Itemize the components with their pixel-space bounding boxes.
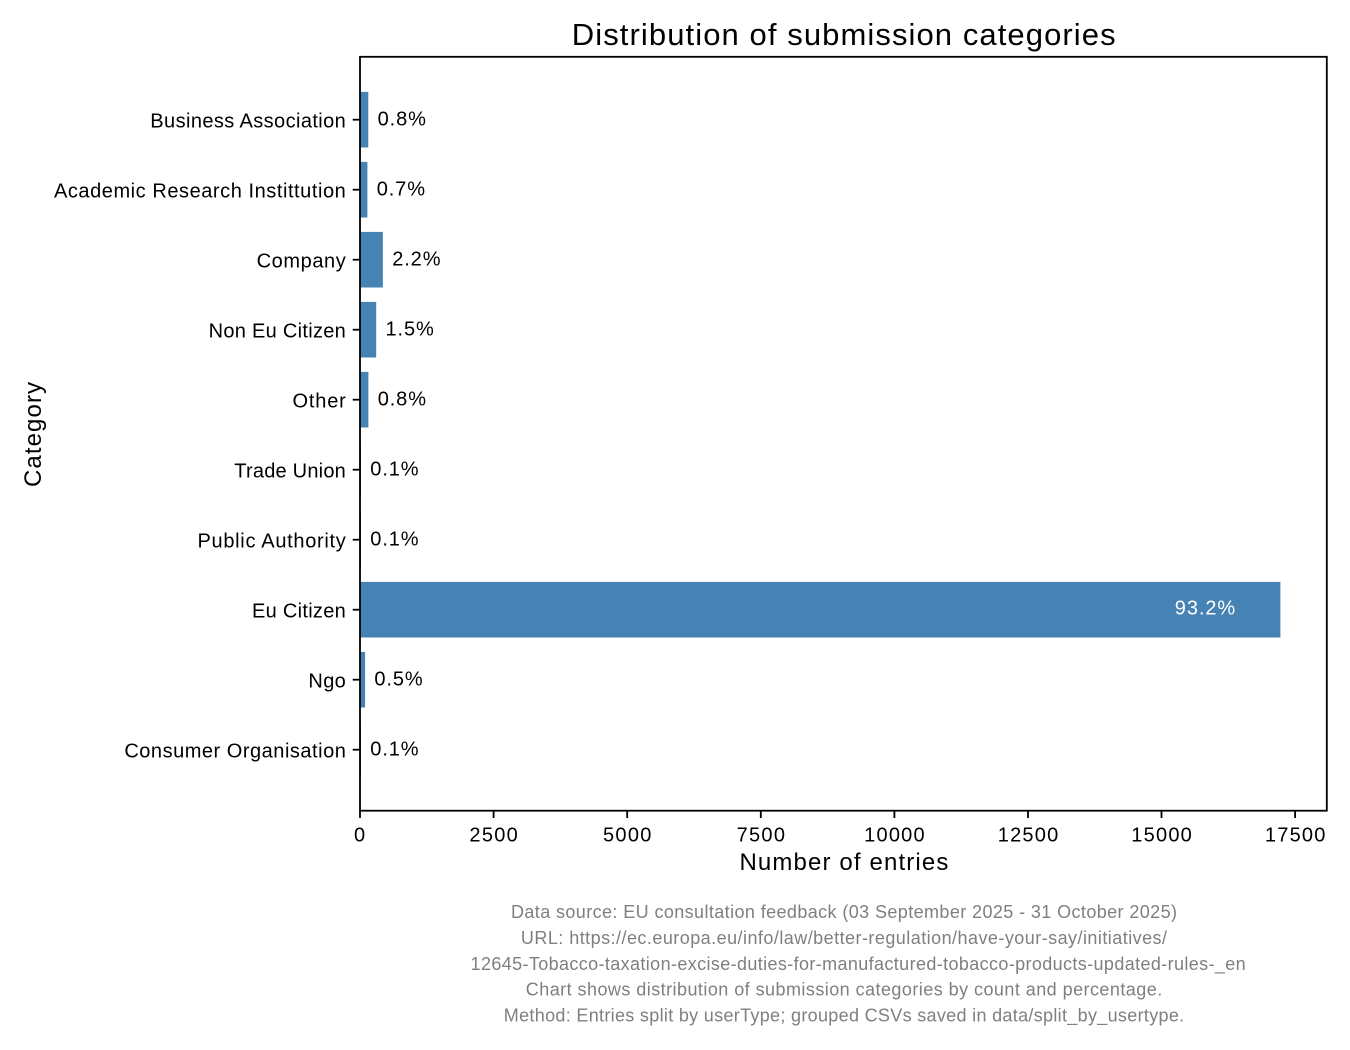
svg-text:Non Eu Citizen: Non Eu Citizen [209, 320, 346, 342]
svg-text:Method: Entries split by userT: Method: Entries split by userType; group… [504, 1005, 1184, 1026]
svg-text:0.1%: 0.1% [370, 459, 419, 481]
svg-text:Public Authority: Public Authority [197, 530, 345, 552]
svg-text:URL: https://ec.europa.eu/info: URL: https://ec.europa.eu/info/law/bette… [521, 928, 1167, 948]
svg-text:Category: Category [20, 382, 47, 487]
svg-text:0.5%: 0.5% [374, 669, 423, 691]
svg-text:0.1%: 0.1% [370, 739, 419, 761]
svg-text:0: 0 [354, 824, 365, 846]
svg-text:Data source: EU consultation f: Data source: EU consultation feedback (0… [511, 902, 1177, 922]
svg-text:Academic Research Instittution: Academic Research Instittution [54, 180, 346, 202]
svg-text:Distribution of submission cat: Distribution of submission categories [572, 17, 1116, 52]
svg-text:Consumer Organisation: Consumer Organisation [124, 740, 346, 762]
svg-text:Eu Citizen: Eu Citizen [252, 600, 346, 622]
svg-text:17500: 17500 [1265, 824, 1326, 846]
svg-text:Number of entries: Number of entries [739, 849, 948, 876]
svg-text:Ngo: Ngo [308, 670, 345, 692]
svg-text:2.2%: 2.2% [392, 249, 441, 271]
svg-text:7500: 7500 [737, 824, 785, 846]
svg-text:Business Association: Business Association [150, 110, 345, 132]
svg-text:Company: Company [257, 250, 346, 272]
svg-text:0.8%: 0.8% [378, 389, 427, 411]
svg-text:5000: 5000 [603, 824, 651, 846]
svg-text:0.8%: 0.8% [378, 109, 427, 131]
svg-text:1.5%: 1.5% [386, 319, 435, 341]
svg-text:Chart shows distribution of su: Chart shows distribution of submission c… [526, 980, 1162, 1000]
svg-text:Trade Union: Trade Union [234, 460, 345, 482]
svg-text:12500: 12500 [998, 824, 1059, 846]
svg-text:15000: 15000 [1131, 824, 1192, 846]
svg-text:93.2%: 93.2% [1175, 598, 1236, 620]
svg-text:10000: 10000 [864, 824, 925, 846]
svg-text:2500: 2500 [469, 824, 517, 846]
svg-text:Other: Other [293, 390, 347, 412]
svg-text:12645-Tobacco-taxation-excise-: 12645-Tobacco-taxation-excise-duties-for… [471, 954, 1246, 975]
svg-text:0.1%: 0.1% [370, 529, 419, 551]
svg-text:0.7%: 0.7% [377, 179, 426, 201]
